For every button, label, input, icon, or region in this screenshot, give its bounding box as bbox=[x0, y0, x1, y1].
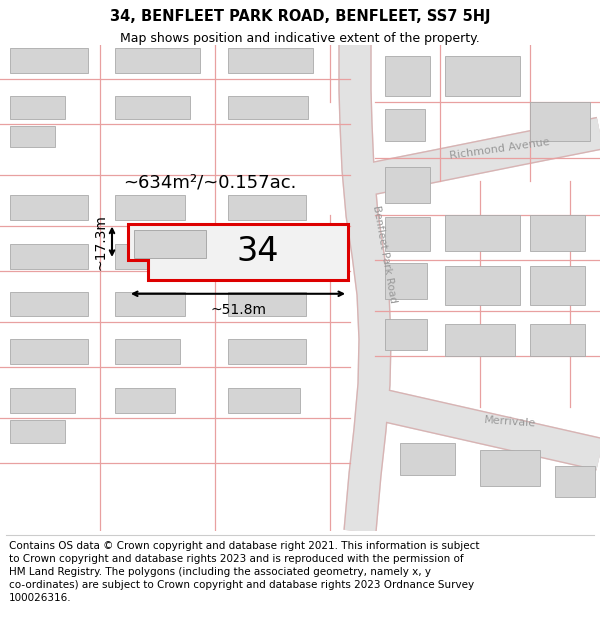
Text: Richmond Avenue: Richmond Avenue bbox=[449, 137, 551, 161]
Bar bbox=[385, 263, 427, 299]
Bar bbox=[530, 266, 585, 305]
Bar bbox=[115, 291, 185, 316]
Bar bbox=[228, 48, 313, 73]
Bar bbox=[555, 466, 595, 498]
Bar bbox=[385, 217, 430, 251]
Bar bbox=[115, 339, 180, 364]
Bar bbox=[115, 96, 190, 119]
Bar bbox=[400, 443, 455, 475]
Bar bbox=[115, 388, 175, 412]
Bar bbox=[228, 196, 306, 220]
Bar bbox=[10, 421, 65, 443]
Bar bbox=[10, 388, 75, 412]
Bar bbox=[385, 319, 427, 351]
Bar bbox=[115, 48, 200, 73]
Bar bbox=[10, 96, 65, 119]
Bar bbox=[385, 109, 425, 141]
Bar bbox=[228, 388, 300, 412]
Bar bbox=[530, 324, 585, 356]
Text: 34, BENFLEET PARK ROAD, BENFLEET, SS7 5HJ: 34, BENFLEET PARK ROAD, BENFLEET, SS7 5H… bbox=[110, 9, 490, 24]
Bar bbox=[10, 244, 88, 269]
Bar bbox=[445, 214, 520, 251]
Text: ~17.3m: ~17.3m bbox=[94, 214, 108, 270]
Bar bbox=[10, 196, 88, 220]
Polygon shape bbox=[128, 224, 348, 280]
Bar bbox=[530, 101, 590, 141]
Bar bbox=[115, 196, 185, 220]
Bar bbox=[228, 291, 306, 316]
Bar bbox=[385, 167, 430, 203]
Bar bbox=[115, 244, 185, 269]
Bar bbox=[10, 291, 88, 316]
Text: Benfleet Park Road: Benfleet Park Road bbox=[371, 204, 398, 304]
Text: ~51.8m: ~51.8m bbox=[210, 303, 266, 317]
Text: Map shows position and indicative extent of the property.: Map shows position and indicative extent… bbox=[120, 32, 480, 46]
Bar bbox=[530, 214, 585, 251]
Text: ~634m²/~0.157ac.: ~634m²/~0.157ac. bbox=[124, 174, 296, 192]
Text: Contains OS data © Crown copyright and database right 2021. This information is : Contains OS data © Crown copyright and d… bbox=[9, 541, 479, 603]
Bar bbox=[445, 324, 515, 356]
Bar bbox=[134, 231, 206, 258]
Bar bbox=[228, 339, 306, 364]
Bar bbox=[445, 56, 520, 96]
Bar bbox=[480, 450, 540, 486]
Text: Merrivale: Merrivale bbox=[484, 415, 536, 428]
Bar bbox=[385, 56, 430, 96]
Bar bbox=[10, 339, 88, 364]
Text: 34: 34 bbox=[237, 236, 279, 269]
Bar bbox=[445, 266, 520, 305]
Bar bbox=[10, 126, 55, 147]
Bar bbox=[228, 96, 308, 119]
Bar bbox=[10, 48, 88, 73]
